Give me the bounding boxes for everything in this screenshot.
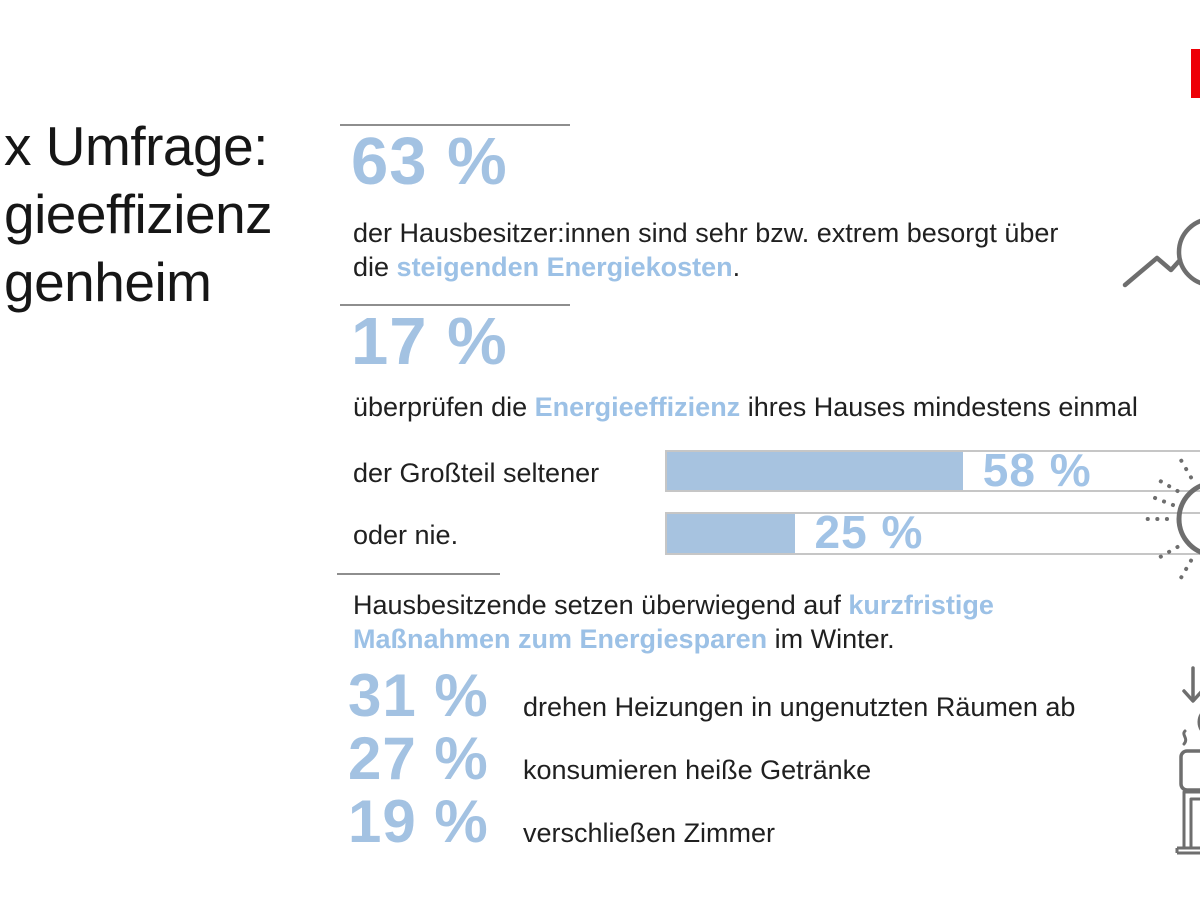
bar-fill-seltener (667, 452, 963, 490)
bar-value-nie: 25 % (814, 506, 924, 558)
measure-row-heating: 31 % drehen Heizungen in ungenutzten Räu… (348, 664, 1075, 728)
page-title-line1: x Umfrage: (4, 115, 268, 177)
rising-costs-euro-icon: € (1122, 218, 1200, 288)
divider-rule (340, 304, 570, 306)
measure-label: verschließen Zimmer (523, 818, 776, 848)
divider-rule (340, 124, 570, 126)
intro-line2-highlight: Maßnahmen zum Energiesparen (353, 624, 768, 654)
measure-value: 31 % (348, 662, 489, 729)
bar-track-nie: 25 % (665, 508, 1200, 556)
bar-fill-nie (667, 514, 795, 553)
measure-value: 27 % (348, 725, 489, 792)
measure-value: 19 % (348, 788, 489, 855)
bar-track-seltener: 58 % (665, 446, 1200, 494)
stat-63-highlight: steigenden Energiekosten (396, 252, 733, 282)
stat-17-pre: überprüfen die (353, 392, 535, 422)
stat-17-value: 17 % (351, 304, 508, 379)
divider-rule (337, 573, 500, 575)
stat-17-highlight: Energieeffizienz (534, 392, 741, 422)
intro-line1-highlight: kurzfristige (848, 590, 994, 620)
measure-label: drehen Heizungen in ungenutzten Räumen a… (523, 692, 1076, 722)
stat-63-value: 63 % (351, 124, 508, 199)
measures-intro-text: Hausbesitzende setzen überwiegend auf ku… (353, 588, 1113, 656)
stat-17-post: ihres Hauses mindestens einmal (740, 392, 1138, 422)
page-title: x Umfrage: gieeffizienz genheim (4, 112, 273, 316)
bar-label-seltener: der Großteil seltener (353, 458, 600, 488)
measure-row-drinks: 27 % konsumieren heiße Getränke (348, 727, 871, 791)
brand-logo-block (1191, 49, 1200, 98)
stat-63-line2-pre: die (353, 252, 397, 282)
stat-17-text: überprüfen die Energieeffizienz ihres Ha… (353, 390, 1138, 424)
bar-label-nie: oder nie. (353, 520, 459, 550)
stat-63-line1: der Hausbesitzer:innen sind sehr bzw. ex… (353, 218, 1059, 248)
door-frame-icon (1175, 790, 1200, 855)
intro-line2-post: im Winter. (767, 624, 895, 654)
page-title-line2: gieeffizienz (4, 183, 273, 245)
stat-63-text: der Hausbesitzer:innen sind sehr bzw. ex… (353, 216, 1173, 284)
euro-bulb-rays-icon: € (1139, 453, 1200, 585)
intro-line1-pre: Hausbesitzende setzen überwiegend auf (353, 590, 849, 620)
hot-drink-mug-icon (1179, 729, 1200, 792)
stat-63-line2-post: . (732, 252, 741, 282)
measure-label: konsumieren heiße Getränke (523, 755, 872, 785)
measure-row-rooms: 19 % verschließen Zimmer (348, 790, 775, 854)
arrow-down-dial-icon (1182, 666, 1200, 731)
bar-value-seltener: 58 % (982, 444, 1092, 496)
page-title-line3: genheim (4, 251, 212, 313)
